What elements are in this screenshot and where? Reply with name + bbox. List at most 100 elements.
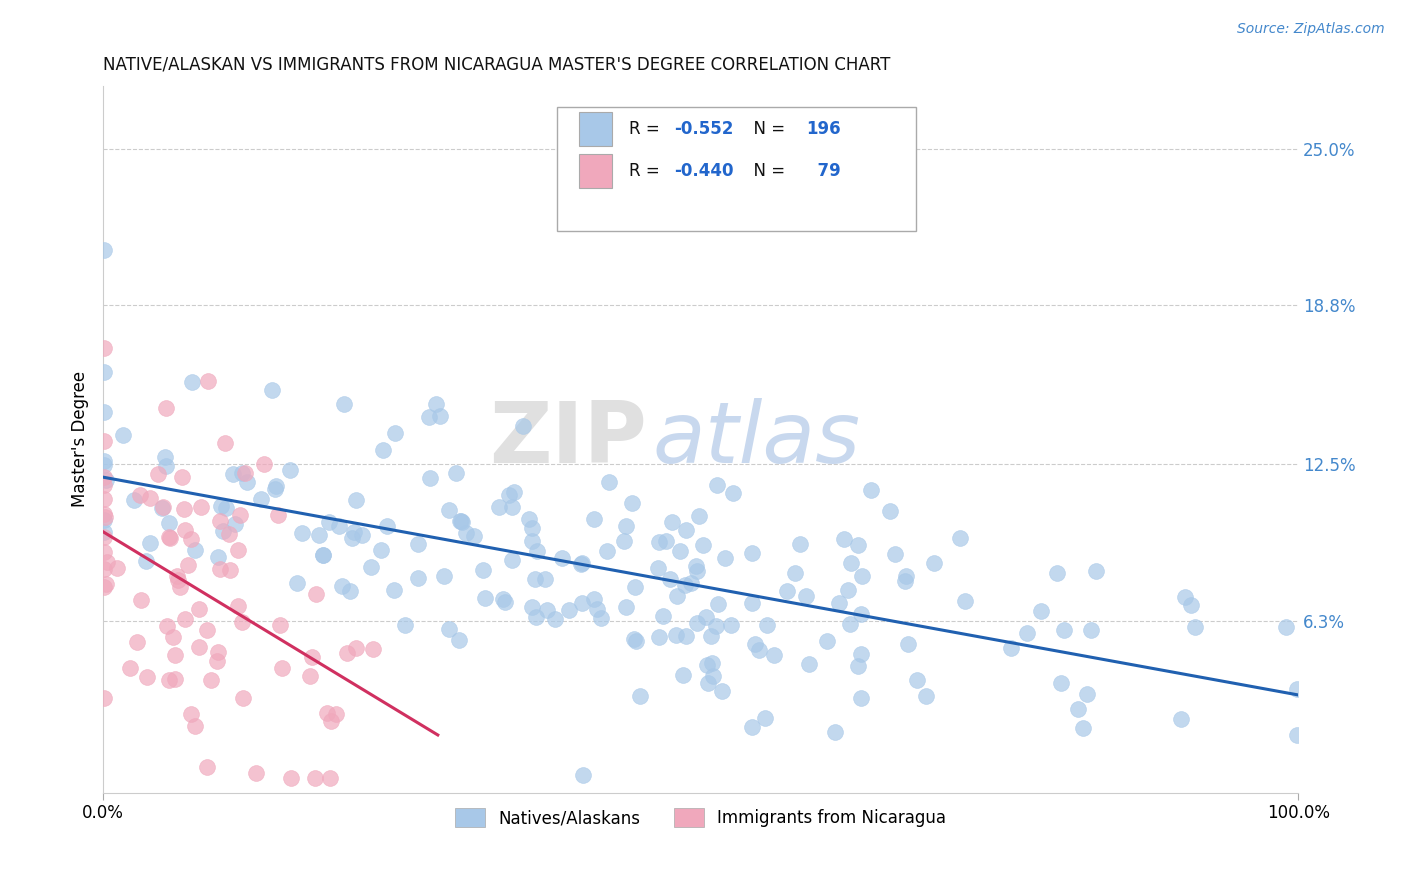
Point bbox=[229, 508, 252, 523]
Point bbox=[501, 500, 523, 514]
Point bbox=[623, 632, 645, 646]
Point bbox=[94, 473, 117, 487]
Point bbox=[672, 668, 695, 682]
Point bbox=[363, 642, 385, 657]
Point bbox=[492, 591, 515, 606]
Point bbox=[155, 450, 177, 464]
Point bbox=[218, 527, 240, 541]
Point bbox=[839, 556, 862, 570]
Point bbox=[706, 597, 728, 611]
Point bbox=[174, 524, 197, 538]
Point bbox=[655, 534, 678, 549]
Point bbox=[419, 471, 441, 485]
Point bbox=[796, 590, 818, 604]
Point bbox=[200, 673, 222, 688]
Point bbox=[190, 500, 212, 514]
Point bbox=[155, 401, 177, 415]
Point bbox=[319, 771, 342, 785]
Point bbox=[195, 623, 218, 637]
Point bbox=[94, 510, 117, 524]
Point bbox=[291, 526, 314, 541]
Point bbox=[184, 719, 207, 733]
Point bbox=[666, 589, 689, 603]
Point bbox=[702, 669, 724, 683]
Point bbox=[883, 547, 905, 561]
Point bbox=[124, 493, 146, 508]
Point bbox=[544, 612, 567, 626]
Point bbox=[647, 561, 669, 575]
Point bbox=[333, 397, 356, 411]
Point bbox=[211, 524, 233, 538]
Point bbox=[789, 537, 811, 551]
Point bbox=[93, 458, 115, 472]
Point bbox=[517, 512, 540, 526]
Point bbox=[382, 582, 405, 597]
Point bbox=[180, 706, 202, 721]
Point bbox=[815, 633, 838, 648]
Point bbox=[328, 518, 350, 533]
Text: -0.552: -0.552 bbox=[675, 120, 734, 138]
Point bbox=[408, 571, 430, 585]
Point bbox=[93, 243, 115, 257]
Point bbox=[301, 649, 323, 664]
Point bbox=[665, 628, 688, 642]
Point bbox=[269, 617, 291, 632]
Point bbox=[1080, 623, 1102, 637]
Point bbox=[93, 580, 115, 594]
Point bbox=[325, 706, 347, 721]
Point bbox=[173, 502, 195, 516]
Point bbox=[406, 537, 429, 551]
Point bbox=[449, 633, 471, 648]
Point bbox=[262, 383, 284, 397]
Point bbox=[685, 558, 707, 573]
Point bbox=[710, 683, 733, 698]
Point bbox=[173, 612, 195, 626]
Point bbox=[340, 531, 363, 545]
Point bbox=[1071, 721, 1094, 735]
Point bbox=[697, 675, 720, 690]
Point bbox=[214, 436, 236, 450]
Point bbox=[370, 543, 392, 558]
Point bbox=[1184, 620, 1206, 634]
Point bbox=[832, 532, 855, 546]
Point bbox=[150, 501, 173, 516]
Point bbox=[571, 596, 593, 610]
FancyBboxPatch shape bbox=[579, 112, 612, 146]
Point bbox=[762, 648, 785, 662]
Point bbox=[648, 630, 671, 644]
Text: N =: N = bbox=[742, 162, 790, 180]
Point bbox=[586, 602, 609, 616]
Point bbox=[215, 501, 238, 516]
Point bbox=[849, 607, 872, 622]
Point bbox=[894, 569, 917, 583]
Point bbox=[93, 366, 115, 380]
Point bbox=[208, 562, 231, 576]
Point bbox=[922, 556, 945, 570]
Point bbox=[152, 500, 174, 514]
Point bbox=[526, 544, 548, 558]
Point bbox=[1015, 626, 1038, 640]
Point bbox=[686, 564, 709, 578]
Point bbox=[1029, 604, 1052, 618]
Point bbox=[304, 771, 326, 785]
Point bbox=[93, 434, 115, 448]
Point bbox=[343, 524, 366, 539]
Point bbox=[159, 516, 181, 530]
Point bbox=[1000, 640, 1022, 655]
Point bbox=[669, 543, 692, 558]
Point bbox=[250, 491, 273, 506]
Point bbox=[706, 478, 728, 492]
Point bbox=[624, 580, 647, 594]
Point bbox=[828, 596, 851, 610]
Point bbox=[267, 508, 290, 522]
Point bbox=[1275, 620, 1298, 634]
Point bbox=[181, 375, 204, 389]
Point bbox=[222, 467, 245, 482]
Point bbox=[616, 519, 638, 533]
Point bbox=[371, 442, 394, 457]
Point bbox=[93, 530, 115, 544]
Point bbox=[472, 563, 495, 577]
Point bbox=[512, 419, 534, 434]
Point bbox=[754, 711, 776, 725]
Point bbox=[433, 568, 456, 582]
